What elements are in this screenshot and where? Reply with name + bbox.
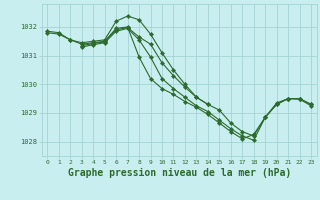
X-axis label: Graphe pression niveau de la mer (hPa): Graphe pression niveau de la mer (hPa) [68, 168, 291, 178]
